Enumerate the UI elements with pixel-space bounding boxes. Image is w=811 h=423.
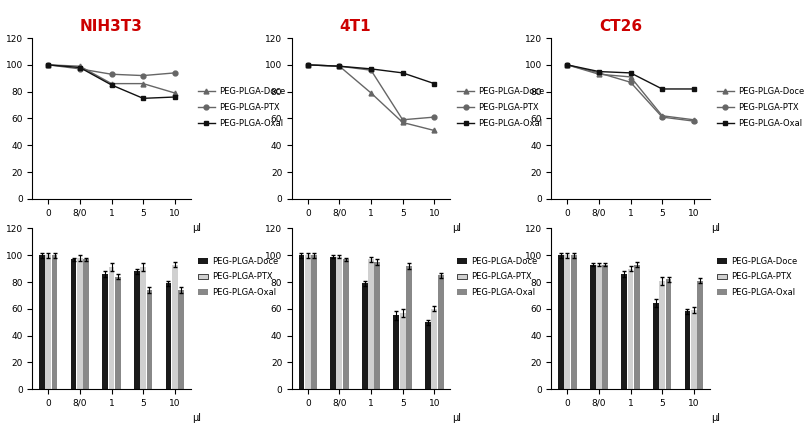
Bar	[147, 290, 152, 389]
Bar	[431, 309, 437, 389]
Bar	[697, 281, 703, 389]
Text: CT26: CT26	[599, 19, 642, 34]
Text: μl: μl	[192, 223, 201, 233]
Bar	[621, 274, 627, 389]
Bar	[691, 310, 697, 389]
Text: μl: μl	[192, 413, 201, 423]
Bar	[425, 322, 431, 389]
Bar	[596, 265, 602, 389]
Bar	[115, 277, 121, 389]
Bar	[337, 256, 342, 389]
Bar	[109, 267, 114, 389]
Bar	[172, 265, 178, 389]
Bar	[628, 269, 633, 389]
Bar	[39, 255, 45, 389]
Bar	[311, 255, 317, 389]
Bar	[406, 266, 412, 389]
Legend: PEG-PLGA-Doce, PEG-PLGA-PTX, PEG-PLGA-Oxal: PEG-PLGA-Doce, PEG-PLGA-PTX, PEG-PLGA-Ox…	[717, 257, 797, 297]
Bar	[140, 267, 146, 389]
Bar	[375, 262, 380, 389]
Legend: PEG-PLGA-Doce, PEG-PLGA-PTX, PEG-PLGA-Oxal: PEG-PLGA-Doce, PEG-PLGA-PTX, PEG-PLGA-Ox…	[457, 257, 538, 297]
Bar	[393, 316, 399, 389]
Bar	[343, 259, 349, 389]
Text: μl: μl	[452, 413, 461, 423]
Legend: PEG-PLGA-Doce, PEG-PLGA-PTX, PEG-PLGA-Oxal: PEG-PLGA-Doce, PEG-PLGA-PTX, PEG-PLGA-Ox…	[198, 87, 285, 128]
Bar	[590, 265, 595, 389]
Text: μl: μl	[711, 413, 720, 423]
Bar	[134, 271, 139, 389]
Bar	[178, 290, 184, 389]
Bar	[400, 313, 406, 389]
Bar	[634, 265, 640, 389]
Bar	[165, 283, 171, 389]
Bar	[305, 255, 311, 389]
Bar	[571, 255, 577, 389]
Bar	[102, 274, 108, 389]
Legend: PEG-PLGA-Doce, PEG-PLGA-PTX, PEG-PLGA-Oxal: PEG-PLGA-Doce, PEG-PLGA-PTX, PEG-PLGA-Ox…	[717, 87, 804, 128]
Bar	[362, 283, 367, 389]
Legend: PEG-PLGA-Doce, PEG-PLGA-PTX, PEG-PLGA-Oxal: PEG-PLGA-Doce, PEG-PLGA-PTX, PEG-PLGA-Ox…	[457, 87, 544, 128]
Bar	[298, 255, 304, 389]
Text: 4T1: 4T1	[340, 19, 371, 34]
Bar	[368, 259, 374, 389]
Bar	[564, 255, 570, 389]
Text: μl: μl	[711, 223, 720, 233]
Bar	[659, 281, 665, 389]
Bar	[77, 258, 83, 389]
Bar	[666, 279, 672, 389]
Bar	[84, 259, 89, 389]
Bar	[330, 256, 336, 389]
Bar	[653, 303, 659, 389]
Bar	[684, 311, 690, 389]
Bar	[603, 265, 608, 389]
Text: NIH3T3: NIH3T3	[79, 19, 143, 34]
Legend: PEG-PLGA-Doce, PEG-PLGA-PTX, PEG-PLGA-Oxal: PEG-PLGA-Doce, PEG-PLGA-PTX, PEG-PLGA-Ox…	[198, 257, 278, 297]
Bar	[45, 255, 51, 389]
Bar	[558, 255, 564, 389]
Text: μl: μl	[452, 223, 461, 233]
Bar	[71, 259, 76, 389]
Bar	[438, 275, 444, 389]
Bar	[52, 255, 58, 389]
